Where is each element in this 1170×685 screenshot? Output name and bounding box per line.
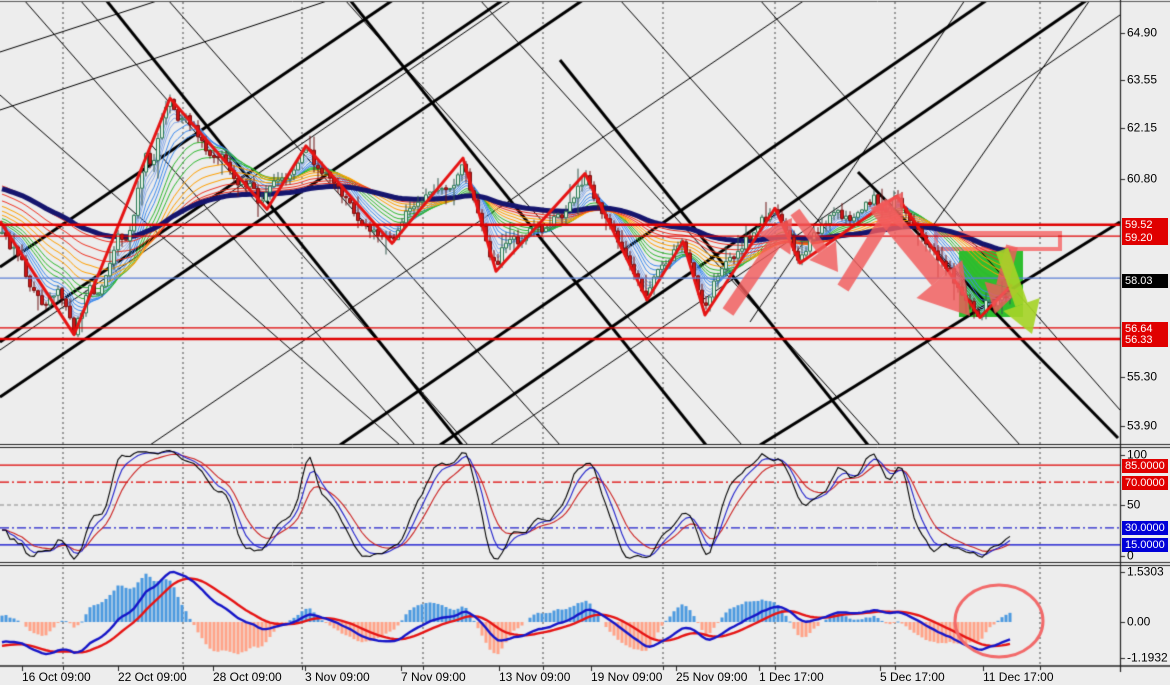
time-axis-label: 7 Nov 09:00 [401, 670, 466, 684]
price-axis-label: 58.03 [1122, 274, 1168, 288]
stochastic-axis-label: 85.0000 [1122, 459, 1168, 473]
time-axis-label: 3 Nov 09:00 [305, 670, 370, 684]
time-axis-label: 19 Nov 09:00 [591, 670, 663, 684]
price-axis-label: 62.15 [1127, 120, 1158, 135]
time-axis-label: 16 Oct 09:00 [22, 670, 91, 684]
time-axis-label: 11 Dec 17:00 [983, 670, 1054, 684]
price-axis-label: 59.52 [1122, 218, 1168, 232]
stochastic-axis-label: 0 [1127, 548, 1134, 563]
price-axis-label: 60.80 [1127, 171, 1158, 186]
macd-axis-label: 1.5303 [1127, 564, 1164, 579]
time-axis-label: 22 Oct 09:00 [118, 670, 187, 684]
time-axis-label: 5 Dec 17:00 [880, 670, 945, 684]
price-axis-label: 56.33 [1122, 333, 1168, 347]
time-axis-label: 25 Nov 09:00 [676, 670, 748, 684]
time-axis-label: 13 Nov 09:00 [499, 670, 571, 684]
time-axis-label: 28 Oct 09:00 [213, 670, 282, 684]
stochastic-axis-label: 15.0000 [1122, 538, 1168, 552]
price-axis-label: 64.90 [1127, 25, 1158, 40]
macd-axis-label: -1.1932 [1127, 650, 1168, 665]
stochastic-axis-label: 50 [1127, 497, 1141, 512]
stochastic-axis-label: 30.0000 [1122, 521, 1168, 535]
stochastic-axis-label: 100 [1127, 447, 1148, 462]
price-axis-label: 53.90 [1127, 418, 1158, 433]
stochastic-axis-label: 70.0000 [1122, 476, 1168, 490]
price-axis-label: 63.55 [1127, 72, 1158, 87]
price-axis-label: 55.30 [1127, 369, 1158, 384]
time-axis-label: 1 Dec 17:00 [759, 670, 824, 684]
macd-axis-label: 0.00 [1127, 614, 1151, 629]
price-axis-label: 56.64 [1122, 322, 1168, 336]
price-axis-label: 59.20 [1122, 231, 1168, 245]
